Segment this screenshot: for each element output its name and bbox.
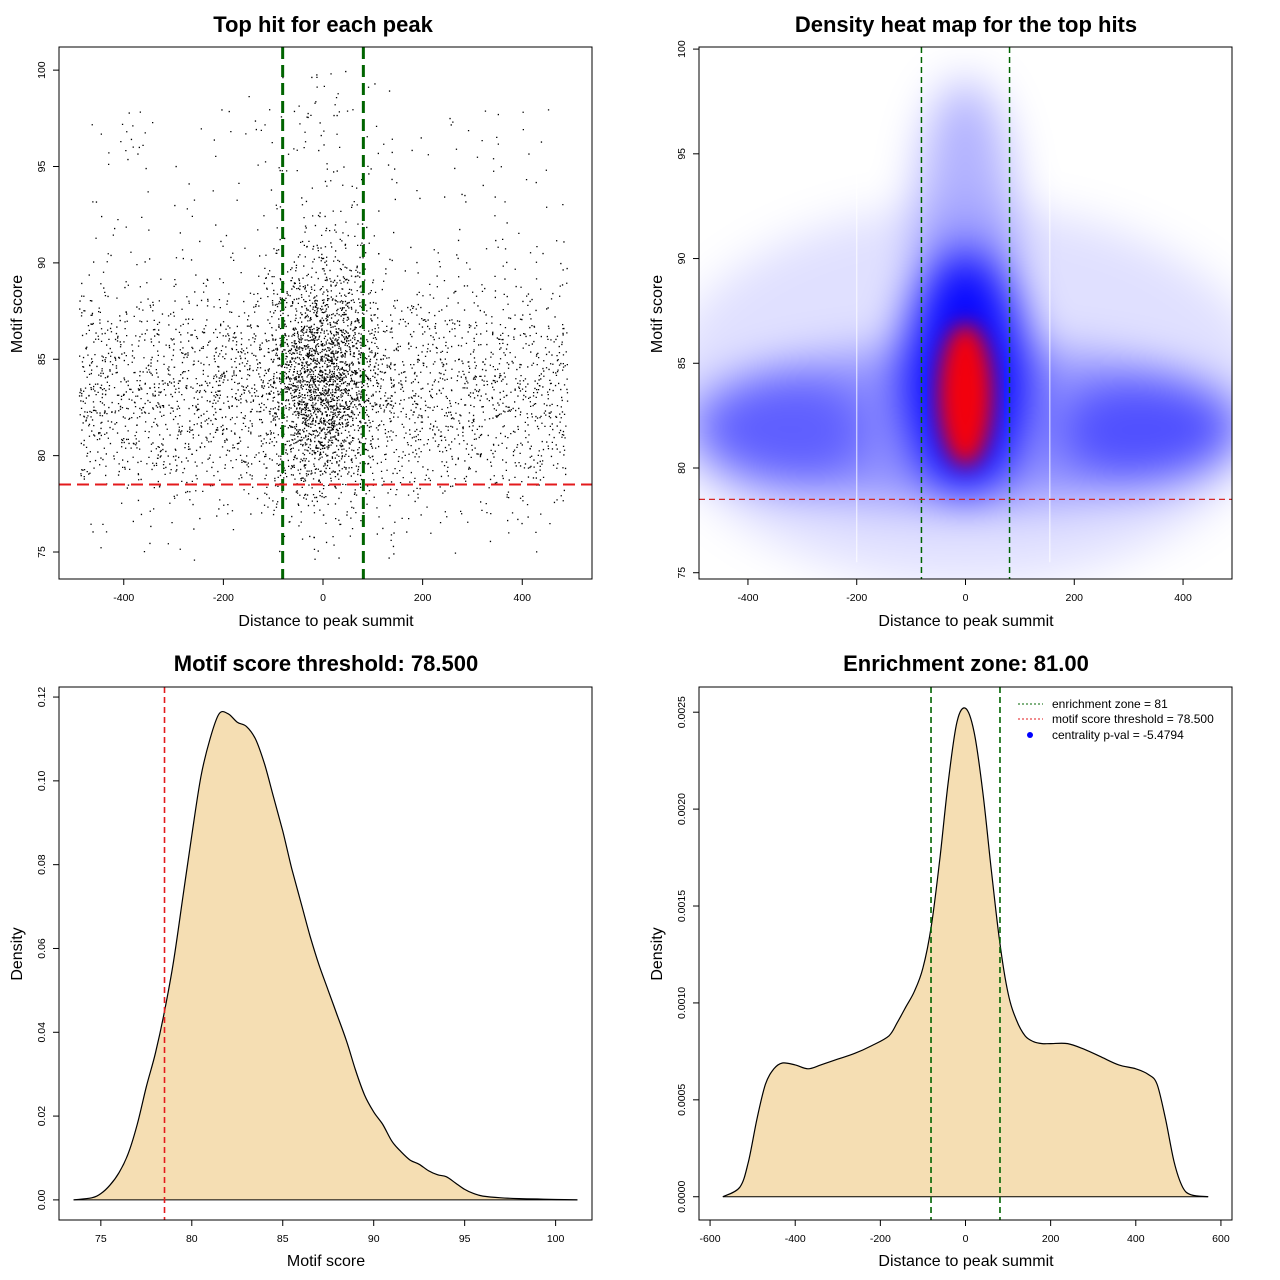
- x-tick-label: -200: [846, 592, 867, 604]
- scatter-xlabel: Distance to peak summit: [238, 613, 414, 630]
- y-tick-label: 0.08: [36, 854, 48, 875]
- distance-density-plot-box: [698, 686, 1233, 1221]
- legend: enrichment zone = 81 motif score thresho…: [1018, 697, 1214, 742]
- distance-density-title: Enrichment zone: 81.00: [843, 651, 1089, 676]
- scatter-points: [78, 70, 569, 561]
- y-tick-label: 0.0020: [676, 793, 688, 825]
- score-density-title: Motif score threshold: 78.500: [174, 651, 478, 676]
- y-tick-label: 0.04: [36, 1022, 48, 1043]
- heatmap-reference-lines: [699, 47, 1232, 579]
- score-density-axes: 75 80 85 90 95 100 0.00 0.02 0.04 0.06 0.08 0.10 0.1…: [36, 687, 565, 1245]
- y-tick-label: 90: [676, 253, 688, 265]
- y-tick-label: 75: [36, 546, 48, 558]
- distance-density-xlabel: Distance to peak summit: [878, 1253, 1054, 1270]
- x-tick-label: 0: [963, 592, 969, 604]
- y-tick-label: 0.0005: [676, 1084, 688, 1116]
- y-tick-label: 100: [36, 61, 48, 79]
- panel-scatter: Top hit for each peak Distance to peak s…: [9, 12, 593, 630]
- legend-label-enrichment-zone: enrichment zone = 81: [1052, 697, 1168, 711]
- y-tick-label: 0.02: [36, 1106, 48, 1127]
- scatter-reference-lines: [59, 47, 592, 579]
- scatter-axes: -400 -200 0 200 400 75 80 85 90 95 100: [36, 61, 531, 604]
- y-tick-label: 0.0010: [676, 987, 688, 1019]
- scatter-title: Top hit for each peak: [213, 12, 433, 37]
- y-tick-label: 0.00: [36, 1190, 48, 1211]
- panel-score-density: Motif score threshold: 78.500 Motif scor…: [9, 651, 593, 1270]
- y-tick-label: 75: [676, 567, 688, 579]
- score-density-xlabel: Motif score: [287, 1253, 365, 1270]
- x-tick-label: 200: [414, 592, 432, 604]
- score-density-ylabel: Density: [9, 927, 26, 980]
- scatter-point-cloud: [78, 70, 569, 561]
- x-tick-label: 400: [1127, 1233, 1145, 1245]
- x-tick-label: 80: [186, 1233, 198, 1245]
- heatmap-title: Density heat map for the top hits: [795, 12, 1137, 37]
- density-area: [722, 707, 1209, 1197]
- distance-density-plot: [722, 687, 1209, 1220]
- x-tick-label: 85: [277, 1233, 289, 1245]
- y-tick-label: 85: [676, 357, 688, 369]
- heatmap-plot-box: [698, 46, 1233, 580]
- x-tick-label: 600: [1212, 1233, 1230, 1245]
- x-tick-label: -600: [700, 1233, 721, 1245]
- y-tick-label: 80: [676, 462, 688, 474]
- y-tick-label: 0.0000: [676, 1181, 688, 1213]
- y-tick-label: 95: [36, 161, 48, 173]
- legend-marker-centrality: [1027, 732, 1033, 738]
- y-tick-label: 85: [36, 353, 48, 365]
- score-density-plot-box: [58, 686, 593, 1221]
- x-tick-label: 75: [95, 1233, 107, 1245]
- panel-distance-density: Enrichment zone: 81.00 Distance to peak …: [649, 651, 1233, 1270]
- x-tick-label: 400: [513, 592, 531, 604]
- scatter-ylabel: Motif score: [9, 275, 26, 353]
- y-tick-label: 95: [676, 148, 688, 160]
- x-tick-label: 200: [1066, 592, 1084, 604]
- distance-density-axes: -600 -400 -200 0 200 400 600 0.0000 0.0005 0.0010…: [676, 696, 1230, 1245]
- y-tick-label: 100: [676, 40, 688, 58]
- y-tick-label: 90: [36, 257, 48, 269]
- density-band-right: [1057, 380, 1232, 481]
- x-tick-label: -200: [870, 1233, 891, 1245]
- x-tick-label: 95: [459, 1233, 471, 1245]
- y-tick-label: 0.06: [36, 938, 48, 959]
- y-tick-label: 80: [36, 450, 48, 462]
- density-curve: [722, 707, 1209, 1198]
- panel-heatmap: Density heat map for the top hits Distan…: [649, 12, 1233, 630]
- heatmap-ylabel: Motif score: [649, 275, 666, 353]
- density-peak: [938, 323, 993, 466]
- y-tick-label: 0.10: [36, 770, 48, 791]
- y-tick-label: 0.0025: [676, 696, 688, 728]
- y-tick-label: 0.0015: [676, 890, 688, 922]
- x-tick-label: 90: [368, 1233, 380, 1245]
- density-band-left: [704, 375, 868, 485]
- legend-label-centrality: centrality p-val = -5.4794: [1052, 728, 1184, 742]
- scatter-plot-box: [58, 46, 593, 580]
- x-tick-label: 0: [320, 592, 326, 604]
- distance-density-ylabel: Density: [649, 927, 666, 980]
- x-tick-label: -400: [113, 592, 134, 604]
- x-tick-label: -200: [213, 592, 234, 604]
- heatmap-axes: -400 -200 0 200 400 75 80 85 90 95 100: [676, 40, 1192, 604]
- x-tick-label: -400: [785, 1233, 806, 1245]
- x-tick-label: 400: [1174, 592, 1192, 604]
- x-tick-label: 100: [547, 1233, 565, 1245]
- x-tick-label: 0: [963, 1233, 969, 1245]
- density-area: [73, 711, 578, 1200]
- y-tick-label: 0.12: [36, 687, 48, 708]
- legend-label-motif-threshold: motif score threshold = 78.500: [1052, 712, 1214, 726]
- x-tick-label: -400: [737, 592, 758, 604]
- heatmap-xlabel: Distance to peak summit: [878, 613, 1054, 630]
- heatmap-peak-layer: [938, 323, 993, 466]
- score-density-plot: [73, 687, 578, 1220]
- heatmap-density: [699, 80, 1232, 579]
- x-tick-label: 200: [1042, 1233, 1060, 1245]
- density-curve: [73, 710, 578, 1201]
